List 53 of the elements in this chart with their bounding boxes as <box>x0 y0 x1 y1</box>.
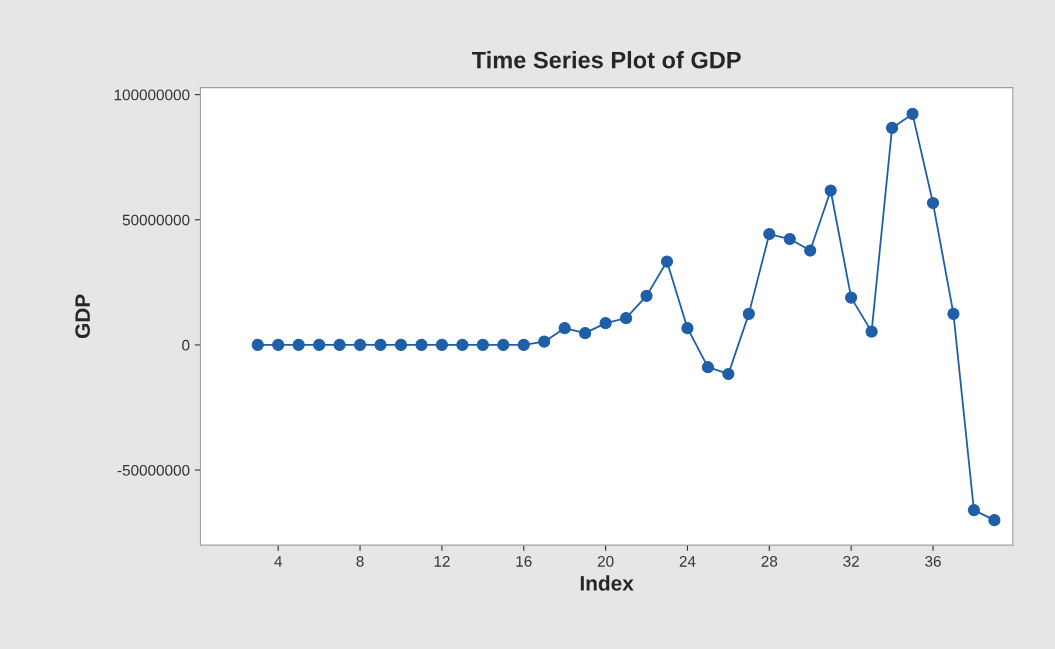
point <box>886 121 899 134</box>
chart-title: Time Series Plot of GDP <box>471 51 741 69</box>
point <box>763 227 776 241</box>
point <box>579 327 592 340</box>
point <box>845 291 858 304</box>
x-tick-label: 12 <box>434 555 450 567</box>
point <box>865 325 878 338</box>
point <box>988 514 1001 527</box>
point <box>251 338 264 351</box>
point <box>804 244 817 257</box>
x-tick-label: 28 <box>761 555 778 567</box>
x-tick-label: 20 <box>597 555 614 567</box>
point <box>599 317 612 330</box>
x-tick-label: 4 <box>274 556 283 567</box>
point <box>374 338 387 351</box>
point <box>456 338 469 351</box>
point <box>558 322 571 335</box>
point <box>353 338 367 351</box>
x-tick-label: 24 <box>679 555 696 567</box>
x-axis-title: Index <box>580 575 634 591</box>
point <box>640 289 653 302</box>
x-tick-label: 36 <box>925 555 941 567</box>
point <box>619 312 633 325</box>
point <box>681 322 694 335</box>
point <box>906 107 919 120</box>
point <box>538 335 551 348</box>
point <box>292 338 305 351</box>
point <box>272 338 285 351</box>
point <box>824 184 837 197</box>
point <box>701 361 714 374</box>
point <box>497 338 510 351</box>
x-tick-label: 32 <box>843 555 859 567</box>
point <box>476 338 489 351</box>
y-tick-label: -50000000 <box>117 464 190 476</box>
point <box>435 338 448 351</box>
point <box>333 338 346 351</box>
point <box>926 196 940 210</box>
point <box>517 338 530 351</box>
x-tick-label: 16 <box>516 555 532 567</box>
point <box>947 307 960 320</box>
point <box>660 255 674 268</box>
point <box>722 367 735 381</box>
point <box>967 504 980 517</box>
x-tick-label: 8 <box>356 555 364 567</box>
point <box>313 338 326 351</box>
point <box>394 338 408 351</box>
y-tick-label: 100000000 <box>114 89 190 101</box>
y-tick-label: 50000000 <box>122 214 190 226</box>
y-tick-label: 0 <box>182 339 190 351</box>
y-axis-title: GDP <box>75 294 91 339</box>
point <box>415 338 428 351</box>
point <box>783 232 796 246</box>
point <box>742 307 755 320</box>
